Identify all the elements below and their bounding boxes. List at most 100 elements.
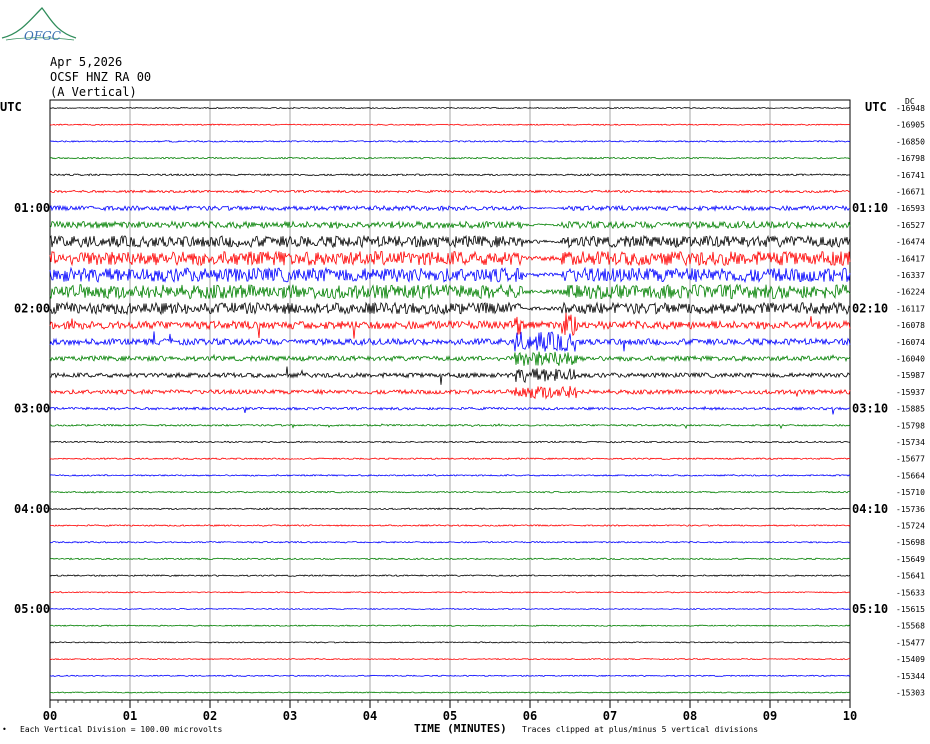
dc-offset-label: -16417: [896, 254, 925, 263]
trace-line: [49, 220, 851, 230]
footer-mark: •: [2, 725, 7, 734]
utc-left-label: UTC: [0, 100, 22, 114]
trace-line: [49, 140, 851, 143]
trace-line: [49, 457, 851, 461]
dc-offset-label: -15698: [896, 538, 925, 547]
trace-line: [49, 440, 851, 444]
trace-line: [49, 204, 850, 212]
trace-line: [49, 624, 851, 627]
x-tick-label: 09: [763, 709, 777, 723]
ofgc-logo: OFGC: [1, 7, 77, 43]
dc-offset-label: -16850: [896, 137, 925, 146]
right-time-label: 02:10: [852, 301, 888, 315]
trace-line: [50, 674, 851, 677]
dc-offset-label: -16905: [896, 121, 925, 130]
x-tick-label: 10: [843, 709, 857, 723]
dc-offset-label: -15987: [896, 371, 925, 380]
dc-offset-label: -15798: [896, 421, 925, 430]
dc-offset-label: -16948: [896, 104, 925, 113]
trace-line: [49, 540, 851, 544]
dc-offset-label: -15724: [896, 522, 925, 531]
trace-line: [49, 423, 851, 430]
right-time-label: 01:10: [852, 201, 888, 215]
dc-offset-label: -15568: [896, 622, 925, 631]
x-tick-label: 03: [283, 709, 297, 723]
dc-offset-label: -15344: [896, 672, 925, 681]
trace-line: [49, 557, 851, 561]
trace-line: [49, 691, 851, 694]
dc-offset-label: -15641: [896, 572, 925, 581]
dc-header-label: DC: [905, 97, 915, 106]
dc-offset-label: -16593: [896, 204, 925, 213]
division-note: Each Vertical Division = 100.00 microvol…: [20, 725, 223, 734]
trace-line: [49, 123, 851, 126]
trace-line: [49, 189, 851, 194]
dc-offset-label: -15664: [896, 471, 925, 480]
trace-line: [50, 490, 850, 494]
dc-offset-label: -16040: [896, 355, 925, 364]
dc-offset-label: -15615: [896, 605, 925, 614]
dc-offset-label: -15477: [896, 638, 925, 647]
trace-line: [49, 351, 851, 367]
right-time-label: 03:10: [852, 402, 888, 416]
trace-line: [49, 283, 851, 300]
trace-line: [49, 607, 851, 611]
left-time-label: 03:00: [14, 402, 50, 416]
dc-offset-label: -16337: [896, 271, 925, 280]
trace-line: [49, 250, 851, 267]
dc-offset-label: -16224: [896, 288, 925, 297]
dc-offset-label: -15649: [896, 555, 925, 564]
dc-offset-label: -15937: [896, 388, 925, 397]
dc-offset-label: -16671: [896, 188, 925, 197]
trace-line: [49, 474, 851, 477]
x-tick-label: 01: [123, 709, 137, 723]
x-tick-label: 06: [523, 709, 537, 723]
dc-offset-label: -16527: [896, 221, 925, 230]
dc-offset-label: -16798: [896, 154, 925, 163]
dc-offset-label: -16117: [896, 304, 925, 313]
trace-line: [49, 385, 851, 400]
trace-line: [49, 405, 851, 415]
trace-line: [49, 366, 851, 385]
right-time-label: 04:10: [852, 502, 888, 516]
trace-line: [49, 173, 851, 177]
dc-offset-label: -16074: [896, 338, 925, 347]
dc-offset-label: -16741: [896, 171, 925, 180]
dc-offset-label: -15710: [896, 488, 925, 497]
dc-offset-label: -16078: [896, 321, 925, 330]
left-time-label: 01:00: [14, 201, 50, 215]
dc-offset-label: -16474: [896, 238, 925, 247]
logo-text: OFGC: [24, 29, 61, 43]
x-axis-title: TIME (MINUTES): [414, 722, 507, 735]
utc-right-label: UTC: [865, 100, 887, 114]
dc-offset-label: -15734: [896, 438, 925, 447]
trace-line: [49, 641, 850, 644]
dc-offset-label: -15885: [896, 405, 925, 414]
trace-line: [49, 234, 851, 249]
left-time-label: 04:00: [14, 502, 50, 516]
dc-offset-label: -15409: [896, 655, 925, 664]
clip-note: Traces clipped at plus/minus 5 vertical …: [522, 725, 759, 734]
header-date: Apr 5,2026: [50, 55, 123, 69]
dc-offset-label: -15677: [896, 455, 925, 464]
dc-offset-label: -15303: [896, 689, 925, 698]
left-time-label: 05:00: [14, 602, 50, 616]
x-tick-label: 04: [363, 709, 377, 723]
x-tick-label: 00: [43, 709, 57, 723]
trace-line: [49, 312, 851, 339]
trace-line: [49, 106, 851, 110]
left-time-label: 02:00: [14, 301, 50, 315]
header-station: OCSF HNZ RA 00: [50, 70, 152, 84]
trace-line: [49, 156, 850, 160]
trace-line: [49, 266, 851, 284]
x-tick-label: 07: [603, 709, 617, 723]
header-component: (A Vertical): [50, 85, 137, 99]
right-time-label: 05:10: [852, 602, 888, 616]
trace-line: [49, 301, 851, 316]
trace-line: [49, 524, 851, 527]
x-tick-label: 08: [683, 709, 697, 723]
trace-line: [49, 574, 851, 577]
trace-line: [49, 331, 851, 353]
logo-mountain-icon: [1, 7, 77, 39]
